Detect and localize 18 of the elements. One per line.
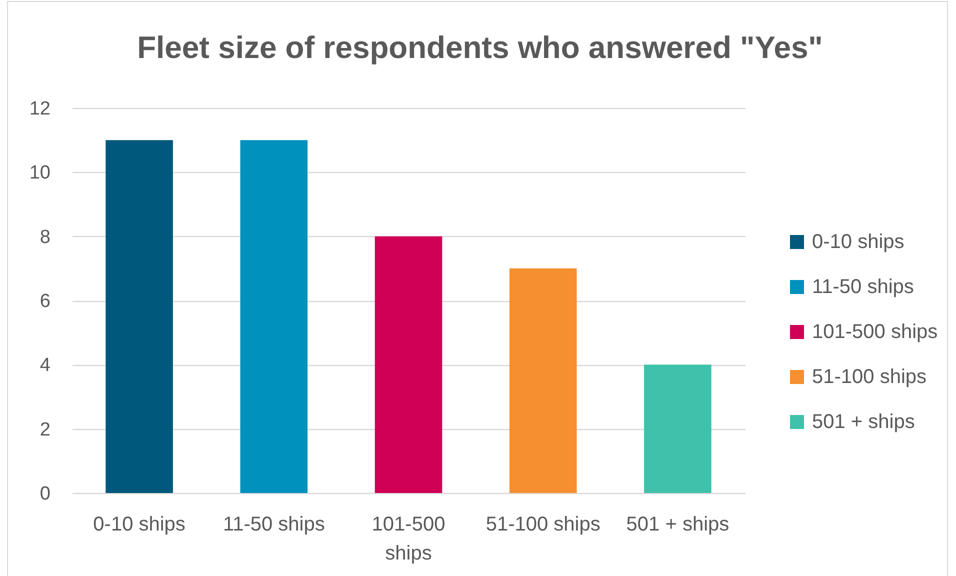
y-tick-label: 4 xyxy=(40,355,51,376)
x-tick-label: 501 + ships xyxy=(626,514,730,536)
legend-label: 101-500 ships xyxy=(812,321,938,343)
y-tick-label: 0 xyxy=(40,484,50,504)
y-tick-label: 6 xyxy=(40,291,50,312)
x-tick-label: 0-10 ships xyxy=(93,514,186,536)
y-tick-label: 12 xyxy=(29,98,50,120)
x-tick-label: 101-500 ships xyxy=(372,514,446,564)
y-tick-label: 8 xyxy=(40,226,50,248)
x-tick-label: 51-100 ships xyxy=(486,514,600,536)
y-tick-label: 10 xyxy=(29,162,50,184)
legend-label: 0-10 ships xyxy=(812,231,904,253)
legend-label: 11-50 ships xyxy=(812,276,914,298)
y-tick-label: 2 xyxy=(40,419,50,440)
legend-label: 501 + ships xyxy=(812,411,915,433)
x-tick-label: 11-50 ships xyxy=(222,514,325,536)
chart-title: Fleet size of respondents who answered "Yes" xyxy=(137,30,823,65)
legend-label: 51-100 ships xyxy=(812,366,927,388)
